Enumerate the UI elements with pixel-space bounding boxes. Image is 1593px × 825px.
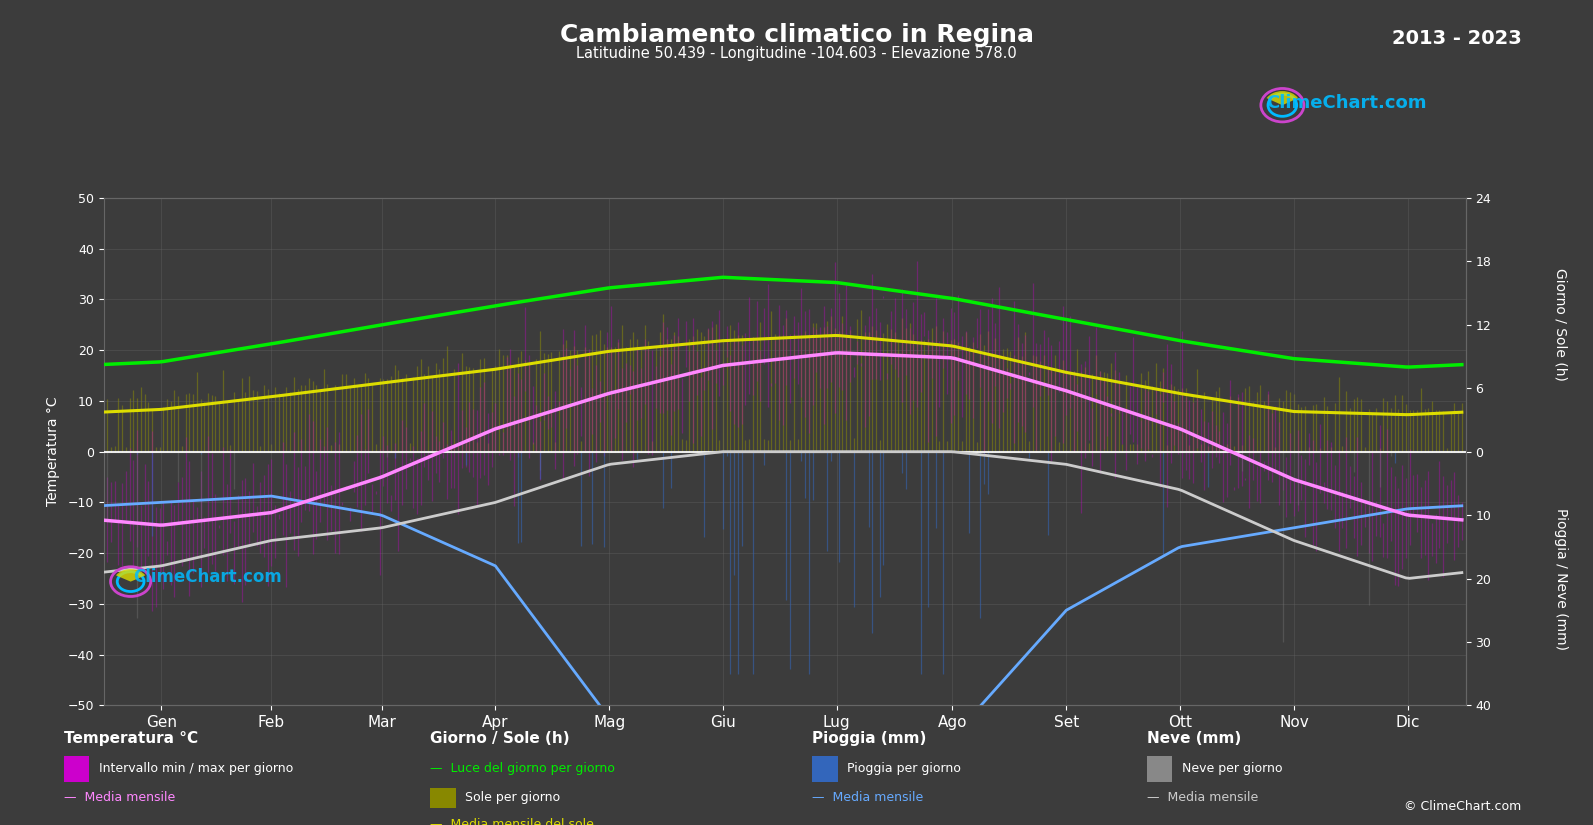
Text: ClimeChart.com: ClimeChart.com: [132, 568, 282, 587]
Text: Neve per giorno: Neve per giorno: [1182, 762, 1282, 776]
Text: —  Media mensile del sole: — Media mensile del sole: [430, 818, 594, 825]
Text: Sole per giorno: Sole per giorno: [465, 791, 561, 804]
Text: Latitudine 50.439 - Longitudine -104.603 - Elevazione 578.0: Latitudine 50.439 - Longitudine -104.603…: [577, 46, 1016, 61]
Text: Pioggia per giorno: Pioggia per giorno: [847, 762, 961, 776]
Text: 2013 - 2023: 2013 - 2023: [1392, 29, 1521, 48]
Wedge shape: [116, 569, 145, 582]
Text: Intervallo min / max per giorno: Intervallo min / max per giorno: [99, 762, 293, 776]
Text: Neve (mm): Neve (mm): [1147, 731, 1241, 746]
Text: Cambiamento climatico in Regina: Cambiamento climatico in Regina: [559, 23, 1034, 47]
Text: —  Luce del giorno per giorno: — Luce del giorno per giorno: [430, 762, 615, 776]
Y-axis label: Temperatura °C: Temperatura °C: [46, 397, 61, 507]
Text: ClimeChart.com: ClimeChart.com: [1266, 94, 1426, 112]
Text: —  Media mensile: — Media mensile: [812, 791, 924, 804]
Text: Temperatura °C: Temperatura °C: [64, 731, 198, 746]
Text: —  Media mensile: — Media mensile: [1147, 791, 1258, 804]
Text: Giorno / Sole (h): Giorno / Sole (h): [430, 731, 570, 746]
Text: © ClimeChart.com: © ClimeChart.com: [1403, 799, 1521, 813]
Text: —  Media mensile: — Media mensile: [64, 791, 175, 804]
Wedge shape: [1266, 91, 1298, 105]
Text: Pioggia / Neve (mm): Pioggia / Neve (mm): [1553, 507, 1568, 649]
Text: Giorno / Sole (h): Giorno / Sole (h): [1553, 268, 1568, 381]
Text: Pioggia (mm): Pioggia (mm): [812, 731, 927, 746]
